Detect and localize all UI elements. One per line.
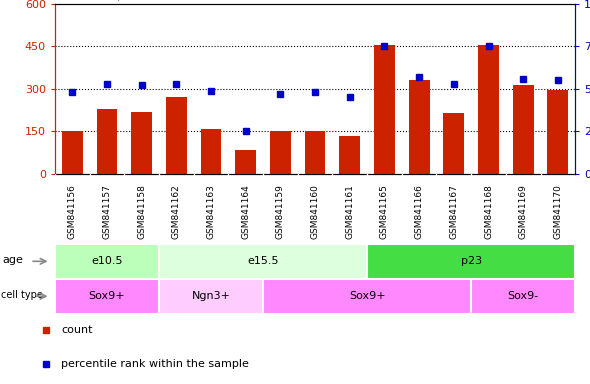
Text: GDS4335 / 10407141: GDS4335 / 10407141 xyxy=(55,0,189,1)
Text: GSM841166: GSM841166 xyxy=(415,184,424,239)
Bar xyxy=(131,112,152,174)
Text: GSM841156: GSM841156 xyxy=(68,184,77,239)
Text: GSM841160: GSM841160 xyxy=(310,184,320,239)
Text: age: age xyxy=(3,255,24,265)
Bar xyxy=(270,131,291,174)
Bar xyxy=(339,136,360,174)
Bar xyxy=(367,244,575,279)
Text: GSM841159: GSM841159 xyxy=(276,184,285,239)
Bar xyxy=(62,131,83,174)
Text: GSM841169: GSM841169 xyxy=(519,184,527,239)
Bar xyxy=(159,244,367,279)
Text: count: count xyxy=(61,325,93,335)
Bar xyxy=(263,279,471,314)
Bar xyxy=(471,279,575,314)
Text: percentile rank within the sample: percentile rank within the sample xyxy=(61,359,249,369)
Bar xyxy=(55,279,159,314)
Text: e15.5: e15.5 xyxy=(247,256,278,266)
Text: GSM841164: GSM841164 xyxy=(241,184,250,239)
Text: Sox9-: Sox9- xyxy=(507,291,539,301)
Bar xyxy=(304,131,326,174)
Text: Ngn3+: Ngn3+ xyxy=(192,291,231,301)
Text: GSM841163: GSM841163 xyxy=(206,184,215,239)
Bar xyxy=(159,279,263,314)
Text: cell type: cell type xyxy=(1,290,43,300)
Bar xyxy=(97,109,117,174)
Text: Sox9+: Sox9+ xyxy=(88,291,125,301)
Bar xyxy=(478,45,499,174)
Bar xyxy=(55,244,159,279)
Bar xyxy=(201,129,221,174)
Text: GSM841162: GSM841162 xyxy=(172,184,181,239)
Text: p23: p23 xyxy=(461,256,482,266)
Text: GSM841158: GSM841158 xyxy=(137,184,146,239)
Text: Sox9+: Sox9+ xyxy=(349,291,385,301)
Bar xyxy=(166,98,186,174)
Text: GSM841168: GSM841168 xyxy=(484,184,493,239)
Bar xyxy=(235,150,256,174)
Text: GSM841161: GSM841161 xyxy=(345,184,354,239)
Bar xyxy=(444,113,464,174)
Text: GSM841170: GSM841170 xyxy=(553,184,562,239)
Text: e10.5: e10.5 xyxy=(91,256,123,266)
Text: GSM841167: GSM841167 xyxy=(450,184,458,239)
Bar xyxy=(409,80,430,174)
Bar xyxy=(374,45,395,174)
Text: GSM841157: GSM841157 xyxy=(103,184,112,239)
Text: GSM841165: GSM841165 xyxy=(380,184,389,239)
Bar xyxy=(548,90,568,174)
Bar xyxy=(513,84,533,174)
